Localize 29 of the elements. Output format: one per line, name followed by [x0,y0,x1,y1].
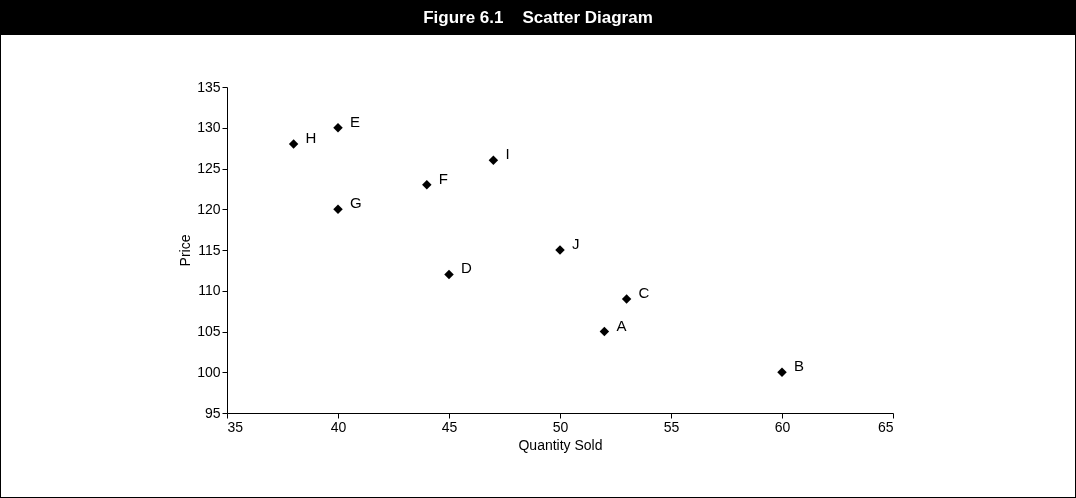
x-tick-label: 40 [330,418,347,435]
y-tick-label: 110 [198,282,221,299]
y-tick-label: 130 [197,119,221,136]
annotation: J [572,235,580,252]
y-tick-label: 95 [204,404,221,421]
annotation: B [794,357,805,375]
y-tick-label: 120 [197,200,221,217]
x-axis-title: Quantity Sold [518,436,603,453]
annotation: G [350,194,362,212]
y-tick-label: 100 [197,363,221,380]
annotation: E [350,112,361,130]
annotation: D [461,259,472,277]
annotation: I [505,145,510,163]
annotation: A [616,316,627,334]
x-tick-label: 50 [552,418,569,435]
annotation: C [638,283,650,301]
y-tick-label: 105 [197,323,221,339]
y-axis-title: Price [177,234,194,267]
x-tick-label: 45 [441,418,458,435]
y-tick-label: 135 [197,78,221,95]
x-tick-label: 60 [774,418,791,435]
x-tick-label: 35 [227,418,244,435]
x-tick-label: 55 [663,418,680,435]
y-tick-label: 115 [198,241,221,258]
annotation: F [438,169,448,187]
y-tick-label: 125 [197,160,221,176]
x-tick-label: 65 [877,418,894,435]
chart-title: Figure 6.1 Scatter Diagram [1,1,1075,35]
annotation: H [305,129,317,147]
